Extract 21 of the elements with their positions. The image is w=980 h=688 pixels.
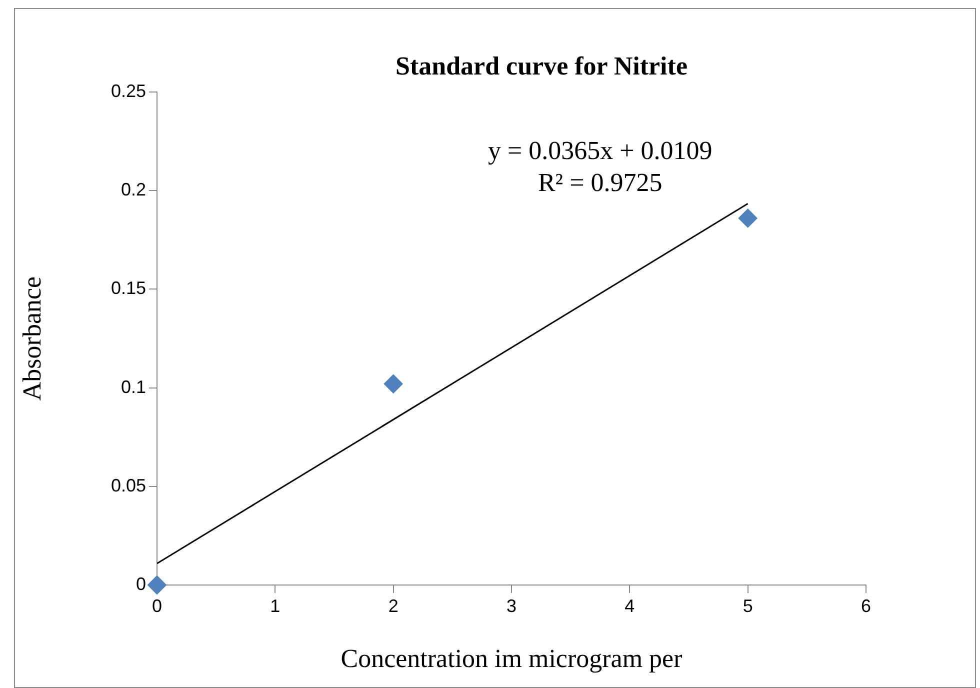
y-tick-label: 0 [136, 574, 146, 594]
x-tick-label: 1 [270, 596, 280, 616]
x-tick-label: 5 [742, 596, 753, 616]
x-tick-label: 0 [152, 596, 162, 616]
x-tick-label: 2 [388, 596, 398, 616]
y-tick-label: 0.2 [120, 180, 146, 200]
point [148, 576, 166, 594]
annotation: R² = 0.9725 [538, 168, 662, 197]
annotation: y = 0.0365x + 0.0109 [488, 136, 712, 165]
x-tick-label: 3 [506, 596, 517, 616]
x-axis-title: Concentration im microgram per [340, 644, 683, 674]
y-tick-label: 0.25 [110, 80, 146, 101]
x-tick-label: 6 [860, 596, 872, 616]
point [738, 208, 758, 228]
chart-title: Standard curve for Nitrite [396, 52, 688, 81]
point [384, 374, 403, 394]
y-axis-title: Absorbance [17, 276, 46, 401]
y-tick-label: 0.1 [120, 376, 146, 397]
y-tick-label: 0.05 [110, 475, 146, 496]
x-tick-label: 4 [624, 596, 635, 616]
y-tick-label: 0.15 [110, 278, 146, 298]
